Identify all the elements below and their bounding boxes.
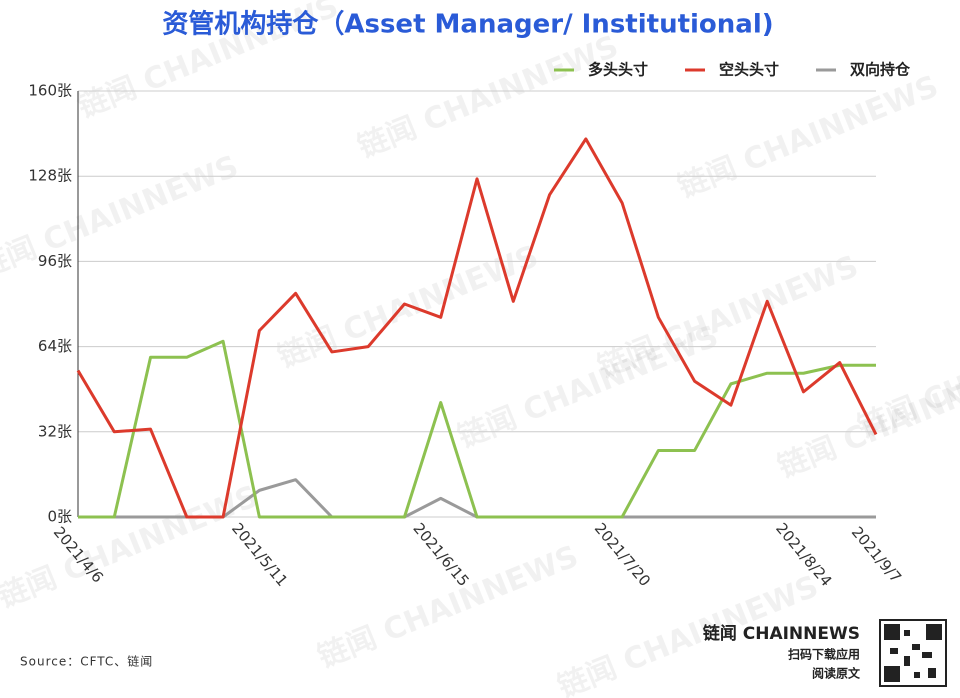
legend-label: 多头头寸 [588, 61, 648, 79]
watermark: 链闻 CHAINNEWS [0, 479, 263, 615]
y-tick-label: 96张 [38, 252, 72, 270]
series-line [78, 339, 876, 519]
series-line [76, 137, 878, 519]
legend-label: 空头头寸 [719, 61, 779, 79]
chart-title: 资管机构持仓（Asset Manager/ Institutional) [162, 9, 773, 40]
brand: 链闻 CHAINNEWS [703, 623, 860, 644]
y-tick-label: 32张 [38, 422, 72, 440]
download-text: 扫码下载应用 [788, 647, 860, 662]
x-tick-label: 2021/5/11 [228, 519, 291, 589]
y-tick-label: 0张 [47, 508, 72, 526]
watermark: 链闻 CHAINNEWS [673, 69, 943, 205]
source: Source：CFTC、链闻 [20, 654, 153, 669]
x-tick-label: 2021/7/20 [591, 519, 654, 589]
y-tick-label: 128张 [28, 167, 72, 185]
y-tick-label: 160张 [28, 82, 72, 100]
x-tick-label: 2021/9/7 [848, 523, 905, 586]
qr-code [879, 619, 947, 687]
watermark: 链闻 CHAINNEWS [453, 319, 723, 455]
read-text: 阅读原文 [812, 666, 861, 681]
x-tick-label: 2021/6/15 [409, 519, 472, 589]
y-tick-label: 64张 [38, 337, 72, 355]
legend-label: 双向持仓 [850, 61, 911, 79]
watermark: 链闻 CHAINNEWS [273, 239, 543, 375]
